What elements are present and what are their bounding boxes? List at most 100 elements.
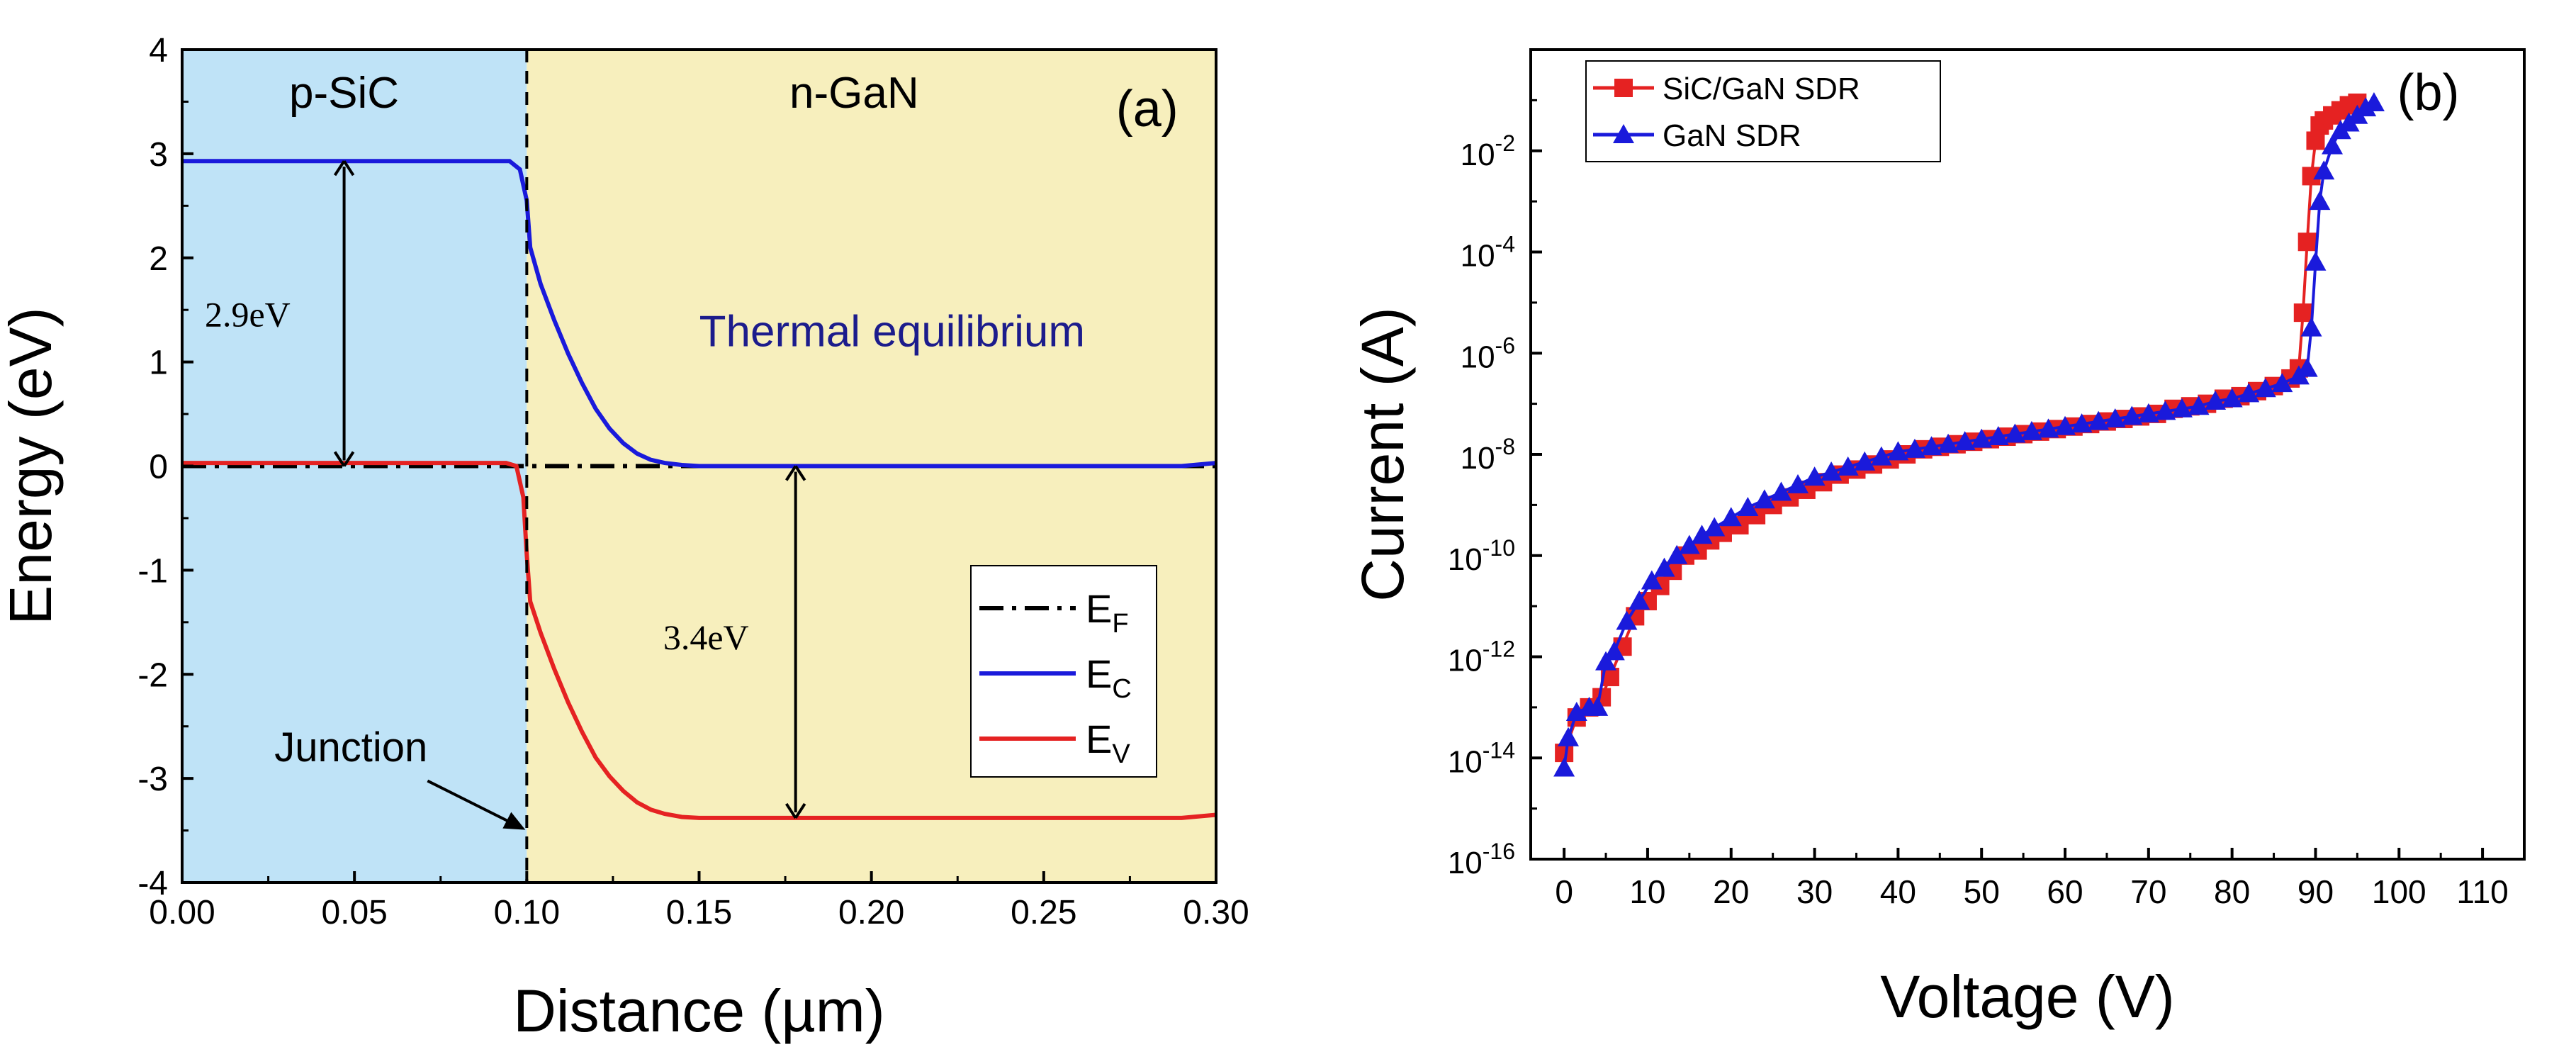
gap-label-gan: 3.4eV — [663, 617, 749, 657]
marker-gan-sdr — [2355, 97, 2377, 117]
marker-gan-sdr — [1565, 702, 1587, 722]
marker-gan-sdr — [2121, 405, 2143, 425]
panel-b-x-axis-label: Voltage (V) — [1880, 963, 2175, 1030]
a-y-tick-label: 1 — [149, 345, 168, 382]
marker-gan-sdr — [1937, 433, 1959, 453]
thermal-equilibrium-label: Thermal equilibrium — [699, 308, 1085, 357]
marker-gan-sdr — [2037, 418, 2059, 438]
marker-gan-sdr — [2020, 420, 2042, 440]
panel-b-iv-curve: 0 10 20 30 40 50 60 70 80 90 100 110 10-1610-1410-1… — [1349, 48, 2526, 1030]
b-x-tick-label: 40 — [1880, 873, 1916, 910]
marker-gan-sdr — [1553, 757, 1575, 777]
marker-gan-sdr — [1704, 517, 1726, 537]
b-y-tick-label: 10-14 — [1448, 737, 1515, 779]
legend-entry-gan-sdr: GaN SDR — [1663, 118, 1801, 153]
panel-label-a: (a) — [1116, 81, 1179, 138]
panel-a-x-ticks: 0.00 0.05 0.10 0.15 0.20 0.25 0.30 — [149, 871, 1249, 931]
marker-gan-sdr — [2154, 401, 2176, 420]
panel-b-legend-marks — [1593, 79, 1654, 143]
b-x-tick-label: 30 — [1796, 873, 1833, 910]
b-x-tick-label: 20 — [1713, 873, 1749, 910]
panel-a-y-ticks: -4 -3 -2 -1 0 1 2 3 4 — [137, 32, 193, 902]
marker-gan-sdr — [1653, 557, 1675, 577]
panel-a-x-axis-label: Distance (µm) — [513, 978, 884, 1044]
marker-gan-sdr — [1666, 544, 1688, 564]
b-y-tick-label: 10-8 — [1461, 434, 1515, 476]
marker-gan-sdr — [1903, 438, 1925, 458]
marker-gan-sdr — [1616, 610, 1638, 630]
b-y-tick-label: 10-4 — [1461, 232, 1515, 274]
b-y-tick-label: 10-6 — [1461, 332, 1515, 374]
series-line-ev — [182, 461, 1217, 820]
marker-gan-sdr — [2309, 191, 2331, 211]
panel-b-y-ticks: 10-16 10-14 10-12 10-10 10-8 10-6 10-4 10-2 — [1448, 99, 1542, 880]
legend-entry-ef: EF — [1086, 586, 1129, 639]
b-x-tick-label: 110 — [2456, 873, 2508, 910]
marker-gan-sdr — [2305, 251, 2327, 271]
b-y-tick-label: 10-10 — [1448, 535, 1515, 577]
marker-gan-sdr — [1987, 426, 2009, 446]
a-x-tick-label: 0.00 — [149, 894, 215, 931]
panel-a-legend-lines — [979, 606, 1076, 741]
marker-gan-sdr — [1603, 641, 1625, 661]
a-y-tick-label: -1 — [137, 552, 168, 590]
marker-sic-gan-sdr — [2293, 303, 2312, 323]
panel-b-x-ticks: 0 10 20 30 40 50 60 70 80 90 100 110 — [1555, 848, 2509, 910]
a-y-tick-label: -3 — [137, 761, 168, 798]
panel-b-legend: SiC/GaN SDR GaN SDR — [1585, 60, 1941, 162]
legend-marker-sic-gan-sdr — [1614, 79, 1633, 97]
marker-gan-sdr — [1720, 507, 1742, 527]
marker-gan-sdr — [1821, 461, 1843, 481]
a-y-tick-label: -2 — [137, 656, 168, 694]
gap-gan-arrow-head-bottom — [784, 802, 806, 819]
marker-gan-sdr — [2221, 388, 2243, 408]
marker-gan-sdr — [1678, 534, 1700, 554]
marker-gan-sdr — [1753, 489, 1775, 509]
panel-a-energy-band: 0.00 0.05 0.10 0.15 0.20 0.25 0.30 -4-3-2-1012… — [0, 32, 1249, 1044]
marker-gan-sdr — [1629, 590, 1650, 610]
a-x-tick-label: 0.30 — [1183, 894, 1249, 931]
a-y-tick-label: 0 — [149, 449, 168, 486]
marker-gan-sdr — [2322, 135, 2344, 155]
legend-entry-sic-gan-sdr: SiC/GaN SDR — [1663, 72, 1860, 106]
a-y-tick-label: 3 — [149, 136, 168, 174]
panel-a-y-axis-label: Energy (eV) — [0, 307, 64, 625]
panel-a-series — [182, 159, 1217, 820]
marker-gan-sdr — [1770, 481, 1792, 501]
gap-sic-arrow-head-bottom — [333, 451, 355, 467]
marker-gan-sdr — [1787, 474, 1809, 493]
legend-marker-gan-sdr — [1613, 124, 1634, 143]
marker-gan-sdr — [1920, 436, 1942, 456]
junction-pointer — [427, 779, 524, 830]
b-y-tick-label: 10-12 — [1448, 637, 1515, 678]
marker-gan-sdr — [1870, 446, 1892, 466]
marker-gan-sdr — [1595, 651, 1617, 671]
panel-b-series — [1553, 91, 2385, 777]
marker-gan-sdr — [1587, 696, 1609, 716]
marker-gan-sdr — [2054, 415, 2076, 435]
panel-a-legend: EF EC EV — [970, 565, 1157, 778]
marker-gan-sdr — [2271, 373, 2293, 393]
marker-gan-sdr — [2254, 378, 2276, 398]
b-x-tick-label: 50 — [1964, 873, 2000, 910]
junction-label: Junction — [274, 724, 427, 771]
marker-gan-sdr — [2313, 160, 2335, 180]
panel-label-b: (b) — [2397, 65, 2460, 121]
marker-gan-sdr — [2296, 357, 2318, 377]
b-x-tick-label: 0 — [1555, 873, 1573, 910]
a-x-tick-label: 0.05 — [321, 894, 387, 931]
panel-a-arrows — [333, 160, 806, 830]
a-x-tick-label: 0.15 — [666, 894, 732, 931]
marker-gan-sdr — [1804, 466, 1826, 486]
series-line-ec — [182, 159, 1217, 469]
marker-gan-sdr — [1971, 428, 1993, 448]
legend-entry-ec: EC — [1086, 651, 1132, 704]
b-x-tick-label: 60 — [2047, 873, 2083, 910]
marker-gan-sdr — [2171, 398, 2193, 418]
a-x-tick-label: 0.25 — [1011, 894, 1076, 931]
b-y-tick-label: 10-16 — [1448, 839, 1515, 880]
junction-pointer-head — [502, 812, 526, 830]
b-y-tick-label: 10-2 — [1461, 130, 1515, 172]
marker-gan-sdr — [1691, 525, 1713, 544]
marker-gan-sdr — [2188, 396, 2210, 415]
